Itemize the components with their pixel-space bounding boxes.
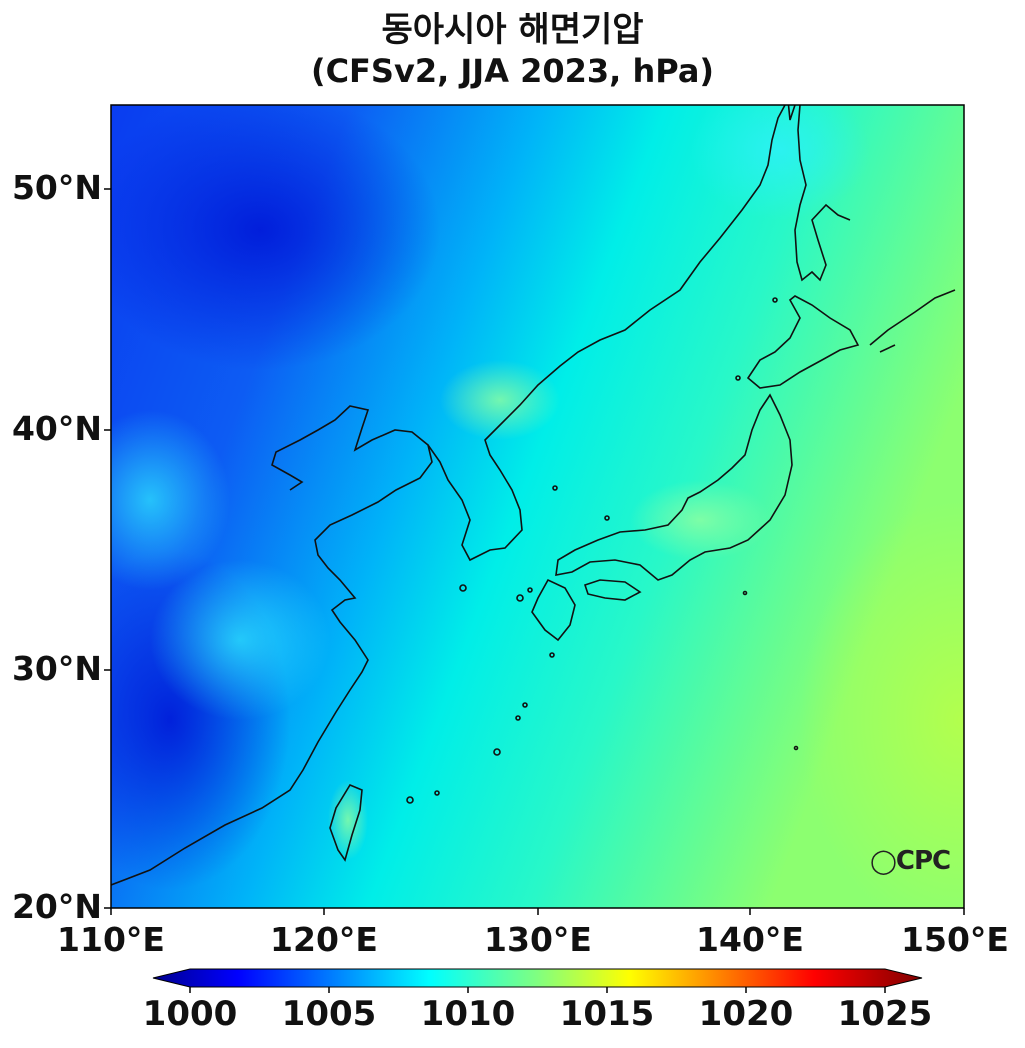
lon-label-110e: 110°E bbox=[57, 920, 165, 959]
lat-label-30n: 30°N bbox=[11, 649, 102, 688]
cpc-logo: ◯CPC bbox=[870, 846, 951, 876]
colorbar-tick-1015: 1015 bbox=[559, 994, 655, 1034]
lon-label-140e: 140°E bbox=[696, 920, 804, 959]
lon-label-150e: 150°E bbox=[901, 920, 1009, 959]
colorbar-tick-1020: 1020 bbox=[698, 994, 794, 1034]
lat-label-40n: 40°N bbox=[11, 409, 102, 448]
lat-label-50n: 50°N bbox=[11, 168, 102, 207]
map-subtitle: (CFSv2, JJA 2023, hPa) bbox=[310, 52, 715, 90]
lat-label-20n: 20°N bbox=[11, 887, 102, 926]
colorbar-tick-1010: 1010 bbox=[420, 994, 516, 1034]
colorbar-tick-1025: 1025 bbox=[837, 994, 933, 1034]
map-title: 동아시아 해면기압 bbox=[381, 10, 644, 50]
colorbar-bar bbox=[152, 968, 923, 988]
lon-label-120e: 120°E bbox=[270, 920, 378, 959]
lon-label-130e: 130°E bbox=[484, 920, 592, 959]
colorbar-tick-1000: 1000 bbox=[142, 994, 238, 1034]
colorbar-tick-1005: 1005 bbox=[281, 994, 377, 1034]
coastline bbox=[111, 105, 956, 886]
